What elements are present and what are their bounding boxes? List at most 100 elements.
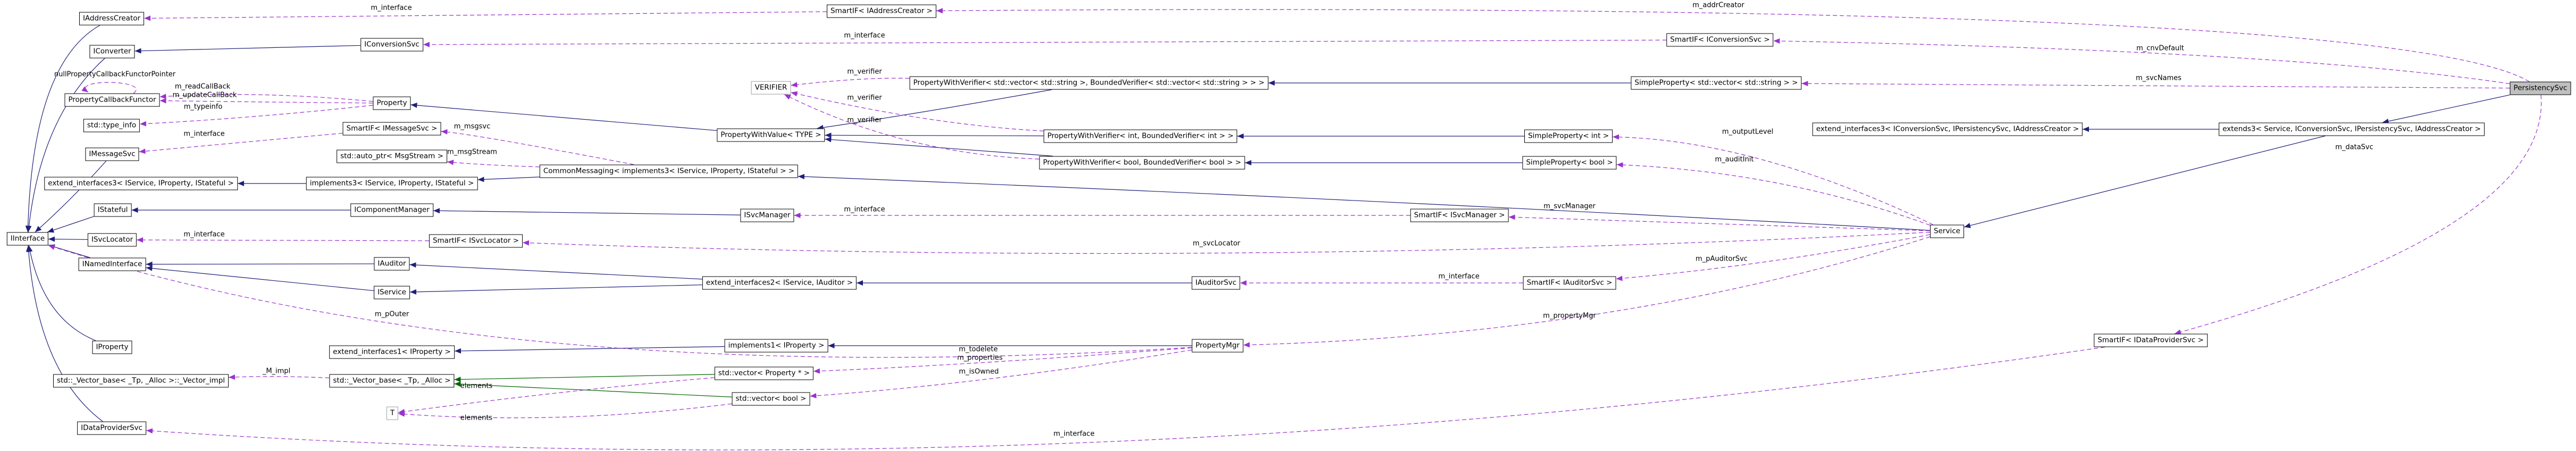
class-node-pwv-string[interactable]: PropertyWithVerifier< std::vector< std::… xyxy=(909,76,1269,90)
class-node-isvcmanager[interactable]: ISvcManager xyxy=(740,208,794,222)
class-node-iproperty[interactable]: IProperty xyxy=(92,340,132,354)
class-node-pwv-bool[interactable]: PropertyWithVerifier< bool, BoundedVerif… xyxy=(1039,156,1245,170)
edge-persistencysvc-to-sp-string xyxy=(1801,81,2510,89)
edge-propertycallbackfunctor-to-propertycallbackfunctor xyxy=(81,82,137,94)
edge-label: m_interface xyxy=(844,205,885,214)
class-node-iinterface[interactable]: IInterface xyxy=(6,232,49,246)
edge-service-to-smartif-iauditorsvc xyxy=(1616,234,1931,281)
class-node-sp-string[interactable]: SimpleProperty< std::vector< std::string… xyxy=(1631,76,1802,90)
class-node-sp-bool[interactable]: SimpleProperty< bool > xyxy=(1522,156,1617,170)
edge-extend-interfaces2-to-iservice xyxy=(409,284,703,295)
class-node-iconversionsvc[interactable]: IConversionSvc xyxy=(360,38,423,52)
class-node-smartif-iconversionsvc[interactable]: SmartIF< IConversionSvc > xyxy=(1666,33,1774,47)
edge-label: m_dataSvc xyxy=(2335,143,2373,152)
edge-propertywithvalue-to-property xyxy=(410,103,717,131)
edge-label: m_auditInit xyxy=(1715,155,1754,164)
edge-persistencysvc-to-extends3 xyxy=(2382,94,2510,124)
edge-commonmessaging-to-implements3 xyxy=(477,177,540,182)
class-node-idataprovidersvc[interactable]: IDataProviderSvc xyxy=(77,421,146,435)
edge-label: m_outputLevel xyxy=(1722,128,1774,136)
class-node-commonmessaging[interactable]: CommonMessaging< implements3< IService, … xyxy=(539,164,799,178)
edge-persistencysvc-to-smartif-idataprovidersvc xyxy=(2174,95,2542,335)
edge-vector-bool-to-vector-base xyxy=(454,381,732,398)
class-node-property[interactable]: Property xyxy=(373,96,411,110)
class-node-iauditorsvc[interactable]: IAuditorSvc xyxy=(1191,276,1240,290)
class-node-vector-base[interactable]: std::_Vector_base< _Tp, _Alloc > xyxy=(329,374,455,388)
class-node-service[interactable]: Service xyxy=(1930,224,1964,238)
edge-smartif-iconversionsvc-to-iconversionsvc xyxy=(423,39,1667,47)
class-node-pwv-int[interactable]: PropertyWithVerifier< int, BoundedVerifi… xyxy=(1043,129,1238,143)
class-node-verifier-param: VERIFIER xyxy=(751,81,791,95)
edge-label: m_updateCallBack xyxy=(172,91,237,99)
edge-propertymgr-to-vector-bool xyxy=(810,349,1192,399)
edge-label: m_msgsvc xyxy=(454,122,491,131)
edge-label: m_svcNames xyxy=(2136,74,2181,82)
edge-pwv-string-to-verifier-param xyxy=(791,78,910,88)
edge-smartif-idataprovidersvc-to-idataprovidersvc xyxy=(146,346,2105,450)
class-node-implements3[interactable]: implements3< IService, IProperty, IState… xyxy=(306,177,478,190)
class-node-iservice[interactable]: IService xyxy=(374,286,410,299)
class-node-extend-interfaces2[interactable]: extend_interfaces2< IService, IAuditor > xyxy=(702,276,857,290)
edge-service-to-propertymgr xyxy=(1243,236,1931,348)
edge-label: m_addrCreator xyxy=(1692,1,1744,10)
edge-label: m_cnvDefault xyxy=(2136,44,2184,53)
class-node-smartif-isvcmanager[interactable]: SmartIF< ISvcManager > xyxy=(1410,208,1509,222)
class-node-smartif-isvclocator[interactable]: SmartIF< ISvcLocator > xyxy=(429,234,523,248)
class-node-istateful[interactable]: IStateful xyxy=(94,203,132,217)
edge-label: m_pAuditorSvc xyxy=(1696,255,1748,263)
class-node-std-type-info[interactable]: std::type_info xyxy=(83,119,140,132)
class-node-isvclocator[interactable]: ISvcLocator xyxy=(87,233,137,247)
class-node-smartif-imessagesvc[interactable]: SmartIF< IMessageSvc > xyxy=(342,122,441,136)
edge-propertymgr-to-iinterface xyxy=(48,245,1192,358)
edge-pwv-bool-to-propertywithvalue xyxy=(825,137,1053,157)
class-node-persistencysvc[interactable]: PersistencySvc xyxy=(2510,81,2571,95)
edge-label: m_msgStream xyxy=(447,148,497,156)
edge-label: m_interface xyxy=(844,31,885,40)
class-node-propertywithvalue[interactable]: PropertyWithValue< TYPE > xyxy=(717,128,825,142)
edge-label: m_propertyMgr xyxy=(1543,312,1596,320)
class-node-vector-impl[interactable]: std::_Vector_base< _Tp, _Alloc >::_Vecto… xyxy=(53,374,229,388)
edge-iconversionsvc-to-iconverter xyxy=(135,45,361,54)
class-node-imessagesvc[interactable]: IMessageSvc xyxy=(85,147,139,161)
class-node-vector-property-ptr[interactable]: std::vector< Property * > xyxy=(714,366,814,380)
class-node-propertymgr[interactable]: PropertyMgr xyxy=(1191,339,1244,353)
class-node-extends3[interactable]: extends3< Service, IConversionSvc, IPers… xyxy=(2219,122,2485,136)
class-node-icomponentmanager[interactable]: IComponentManager xyxy=(350,203,433,217)
class-node-implements1[interactable]: implements1< IProperty > xyxy=(724,339,828,353)
edge-service-to-commonmessaging xyxy=(798,174,1931,231)
edge-label: m_svcLocator xyxy=(1193,239,1240,248)
edge-vector-bool-to-t-param xyxy=(398,403,732,419)
class-node-vector-bool[interactable]: std::vector< bool > xyxy=(732,392,810,406)
class-node-smartif-iaddresscreator[interactable]: SmartIF< IAddressCreator > xyxy=(827,4,936,18)
class-node-iconverter[interactable]: IConverter xyxy=(89,45,135,59)
class-node-extend-interfaces1[interactable]: extend_interfaces1< IProperty > xyxy=(329,345,455,359)
edge-label: m_interface xyxy=(1053,430,1095,438)
class-node-smartif-iauditorsvc[interactable]: SmartIF< IAuditorSvc > xyxy=(1523,276,1616,290)
edge-service-to-sp-bool xyxy=(1616,162,1931,226)
edge-label: elements xyxy=(460,382,493,390)
edge-label: m_verifier xyxy=(847,68,882,76)
edge-label: m_todelete xyxy=(959,345,998,354)
class-node-inamedinterface[interactable]: INamedInterface xyxy=(78,257,146,271)
class-node-iaddresscreator[interactable]: IAddressCreator xyxy=(79,12,145,26)
class-node-iauditor[interactable]: IAuditor xyxy=(374,257,410,271)
class-node-ei3-conv-pers-addr[interactable]: extend_interfaces3< IConversionSvc, IPer… xyxy=(1812,122,2083,136)
edge-extend-interfaces2-to-iauditor xyxy=(409,262,703,280)
edge-label: m_interface xyxy=(183,230,225,239)
edge-idataprovidersvc-to-iinterface xyxy=(26,245,103,422)
edge-istateful-to-iinterface xyxy=(47,216,94,233)
edge-imessagesvc-to-iinterface xyxy=(35,161,107,232)
edge-implements1-to-extend-interfaces1 xyxy=(454,346,725,354)
edge-label: elements xyxy=(460,414,493,422)
class-node-sp-int[interactable]: SimpleProperty< int > xyxy=(1524,129,1613,143)
class-node-propertycallbackfunctor[interactable]: PropertyCallbackFunctor xyxy=(64,93,160,107)
edge-label: m_pOuter xyxy=(374,310,409,319)
class-node-ei3-service-property-stateful[interactable]: extend_interfaces3< IService, IProperty,… xyxy=(44,177,238,190)
edge-label: m_interface xyxy=(371,4,412,12)
class-node-autoptr-msgstream[interactable]: std::auto_ptr< MsgStream > xyxy=(337,149,447,163)
edge-label: m_verifier xyxy=(847,94,882,102)
edge-service-to-smartif-isvcmanager xyxy=(1508,214,1931,231)
class-node-smartif-idataprovidersvc[interactable]: SmartIF< IDataProviderSvc > xyxy=(2094,333,2208,347)
